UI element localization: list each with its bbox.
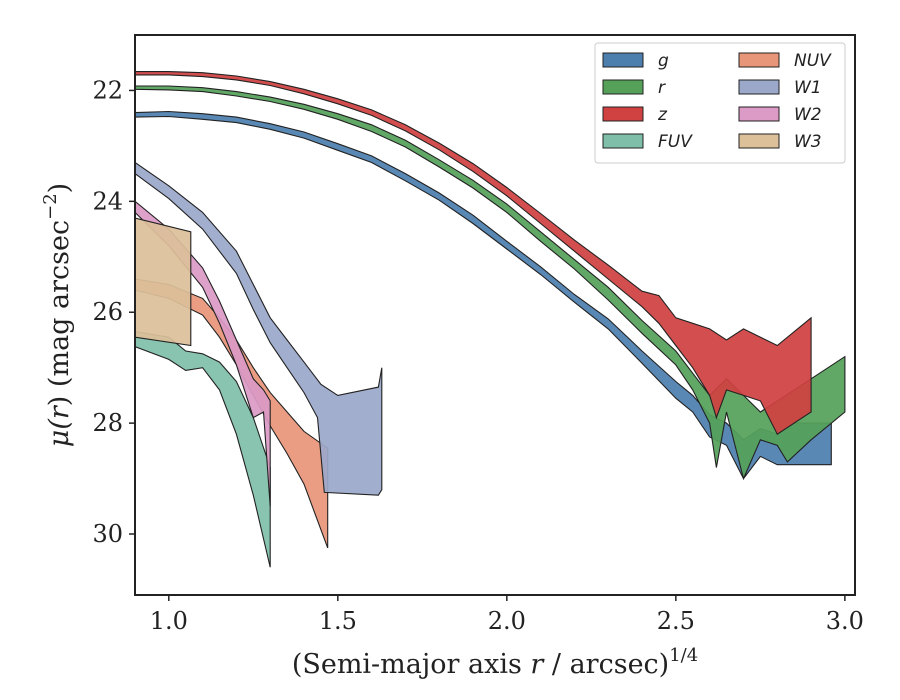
legend-label-w3: W3 (794, 132, 822, 152)
legend-swatch-fuv (602, 133, 644, 149)
legend-swatch-w3 (738, 133, 780, 149)
legend-label-g: g (658, 51, 669, 71)
profile-bands (135, 71, 846, 568)
band-z (135, 71, 812, 435)
x-tick-label: 3.0 (826, 607, 864, 635)
y-tick-label: 22 (92, 76, 123, 104)
y-axis-label: μ(r) (mag arcsec−2) (40, 183, 75, 447)
legend-label-nuv: NUV (794, 51, 832, 71)
legend-label-r: r (658, 78, 666, 98)
band-fuv (135, 331, 271, 568)
legend-label-z: z (657, 105, 668, 125)
x-tick-label: 1.0 (150, 607, 188, 635)
band-w3 (135, 217, 192, 347)
x-tick-label: 2.0 (488, 607, 526, 635)
legend-label-fuv: FUV (658, 132, 693, 152)
y-tick-label: 30 (92, 520, 123, 548)
band-r (135, 85, 846, 481)
legend-label-w2: W2 (794, 105, 822, 125)
legend-swatch-nuv (738, 52, 780, 68)
legend-swatch-g (602, 52, 644, 68)
band-w1 (135, 161, 383, 496)
y-tick-label: 24 (92, 187, 123, 215)
y-tick-label: 26 (92, 298, 123, 326)
x-tick-label: 1.5 (319, 607, 357, 635)
x-axis: 1.0 1.5 2.0 2.5 3.0 (150, 595, 864, 635)
y-axis: 22 24 26 28 30 (92, 76, 135, 548)
x-axis-label: (Semi-major axis r / arcsec)1/4 (292, 645, 698, 680)
legend-swatch-w1 (738, 79, 780, 95)
legend-label-w1: W1 (794, 78, 822, 98)
legend-swatch-r (602, 79, 644, 95)
legend-swatch-z (602, 106, 644, 122)
x-tick-label: 2.5 (657, 607, 695, 635)
y-tick-label: 28 (92, 409, 123, 437)
plot-frame (134, 34, 856, 596)
band-g (135, 110, 832, 480)
legend: grz FUV NUV W1 W2 W3 (594, 42, 846, 164)
legend-swatch-w2 (738, 106, 780, 122)
legend-box (594, 42, 846, 164)
